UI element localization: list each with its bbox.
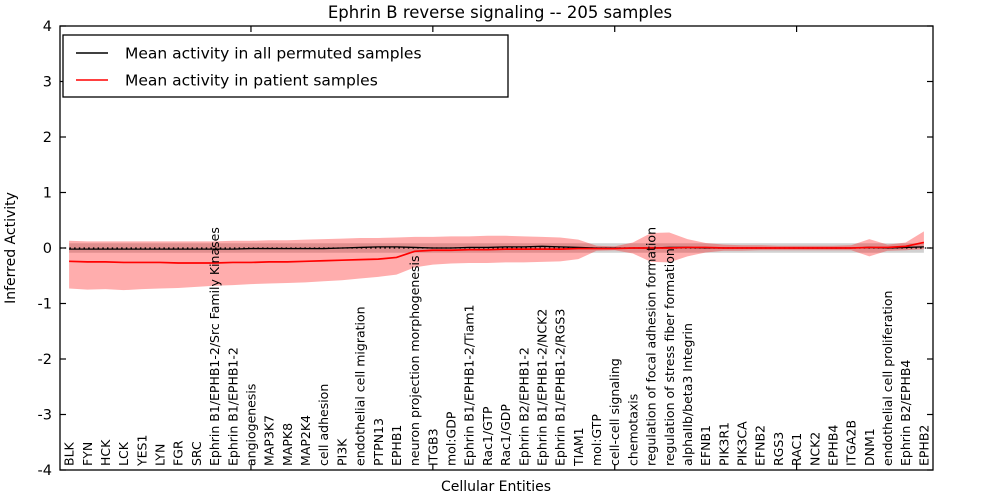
axes-frame — [59, 25, 934, 471]
x-tick-label: cell adhesion — [316, 384, 331, 466]
x-tick-label: Ephrin B1/EPHB1-2/Src Family Kinases — [207, 227, 222, 466]
x-tick-label: cell-cell signaling — [607, 358, 622, 466]
x-tick-label: mol:GTP — [589, 414, 604, 466]
x-tick-label: ITGB3 — [425, 428, 440, 466]
x-tick-label: endothelial cell migration — [353, 306, 368, 466]
x-tick-label: FYN — [80, 442, 95, 466]
y-axis-label: Inferred Activity — [3, 192, 19, 304]
y-tick-label: -1 — [38, 297, 52, 313]
x-tick-label: endothelial cell proliferation — [880, 291, 895, 466]
y-tick-label: 2 — [43, 130, 52, 146]
y-tick-label: -2 — [38, 352, 52, 368]
legend-label-patient: Mean activity in patient samples — [125, 72, 378, 90]
x-tick-label: LYN — [153, 444, 168, 466]
legend: Mean activity in all permuted samples Me… — [62, 34, 509, 98]
x-tick-label: EPHB1 — [389, 425, 404, 466]
x-tick-label: Rac1/GDP — [498, 404, 513, 466]
x-tick-label: mol:GDP — [444, 411, 459, 466]
x-tick-label: PI3K — [334, 438, 349, 466]
x-tick-label: TIAM1 — [571, 427, 586, 467]
permuted-range-band — [69, 243, 924, 253]
x-tick-label: EPHB2 — [916, 425, 931, 466]
x-tick-label: angiogenesis — [243, 384, 258, 466]
chart-title: Ephrin B reverse signaling -- 205 sample… — [328, 3, 672, 22]
x-axis-label: Cellular Entities — [441, 479, 551, 495]
x-tick-label: Rac1/GTP — [480, 406, 495, 466]
x-tick-label: MAPK8 — [280, 423, 295, 466]
x-tick-label: BLK — [62, 441, 77, 466]
x-tick-label: ITGA2B — [844, 420, 859, 466]
x-tick-label: Ephrin B1/EPHB1-2/Tiam1 — [462, 304, 477, 466]
x-tick-label: FGR — [171, 440, 186, 466]
x-tick-label: SRC — [189, 441, 204, 466]
x-tick-label: neuron projection morphogenesis — [407, 255, 422, 466]
y-tick-label: -3 — [38, 408, 52, 424]
x-tick-label: RGS3 — [771, 432, 786, 466]
x-tick-label: EFNB2 — [753, 425, 768, 466]
x-tick-label: regulation of focal adhesion formation — [644, 227, 659, 466]
x-tick-label: YES1 — [134, 435, 149, 467]
x-tick-label: Ephrin B1/EPHB1-2/RGS3 — [553, 309, 568, 466]
y-tick-label: 3 — [43, 75, 52, 91]
x-tick-label: Ephrin B2/EPHB1-2 — [516, 347, 531, 466]
x-tick-label: EFNB1 — [698, 425, 713, 466]
x-tick-label: DNM1 — [862, 428, 877, 466]
x-tick-label: alphaIIb/beta3 Integrin — [680, 323, 695, 466]
y-tick-label: 0 — [43, 241, 52, 257]
x-tick-label: EPHB4 — [825, 425, 840, 466]
x-tick-label: Ephrin B2/EPHB4 — [898, 360, 913, 466]
x-tick-label: PTPN13 — [371, 418, 386, 466]
x-tick-label: MAP2K4 — [298, 415, 313, 466]
x-tick-label: MAP3K7 — [262, 415, 277, 466]
x-tick-label: Ephrin B1/EPHB1-2 — [225, 347, 240, 466]
x-tick-label: RAC1 — [789, 433, 804, 466]
legend-box — [62, 34, 509, 98]
x-tick-label: regulation of stress fiber formation — [662, 248, 677, 466]
x-tick-label: LCK — [116, 441, 131, 466]
patient-range-band — [69, 231, 924, 291]
x-tick-label: HCK — [98, 439, 113, 466]
x-tick-label: PIK3CA — [735, 421, 750, 466]
x-tick-label: PIK3R1 — [716, 422, 731, 466]
patient-mean-line — [69, 241, 925, 264]
y-tick-label: 1 — [43, 186, 52, 202]
y-tick-label: -4 — [38, 463, 52, 479]
y-tick-label: 4 — [43, 19, 52, 35]
x-tick-label: Ephrin B1/EPHB1-2/NCK2 — [534, 309, 549, 466]
x-tick-label: chemotaxis — [625, 394, 640, 466]
legend-label-permuted: Mean activity in all permuted samples — [125, 45, 422, 63]
x-tick-label: NCK2 — [807, 432, 822, 466]
